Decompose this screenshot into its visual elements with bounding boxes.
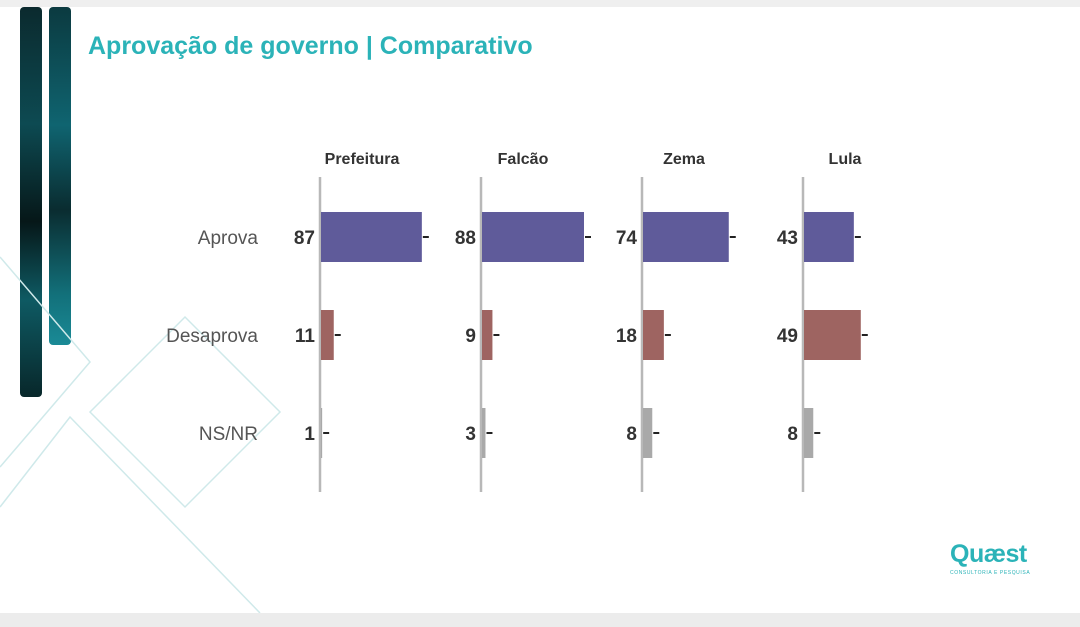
data-label: 87 (294, 228, 315, 249)
bar (804, 310, 861, 360)
brand-tagline: CONSULTORIA E PESQUISA (950, 570, 1031, 576)
data-label: 49 (777, 326, 798, 347)
quaest-logo: Quæst CONSULTORIA E PESQUISA (950, 540, 1042, 580)
panel-title: Zema (663, 151, 705, 168)
bar (321, 408, 323, 458)
slide (0, 7, 1080, 613)
data-label: 3 (465, 424, 476, 445)
decorative-diamond-lines (0, 256, 282, 613)
decorative-bar-teal (49, 7, 71, 345)
data-label: 1 (304, 424, 315, 445)
category-label: NS/NR (199, 424, 258, 445)
category-label: Desaprova (166, 326, 258, 347)
bar (482, 212, 584, 262)
brand-name: Quæst (950, 540, 1027, 568)
bar (321, 212, 422, 262)
data-label: 11 (295, 326, 316, 347)
page-title: Aprovação de governo | Comparativo (88, 32, 533, 60)
panel-title: Prefeitura (325, 151, 400, 168)
bar (482, 310, 493, 360)
bar (321, 310, 334, 360)
data-label: 8 (787, 424, 798, 445)
bar (643, 310, 664, 360)
panel-title: Falcão (498, 151, 549, 168)
data-label: 18 (616, 326, 637, 347)
bar (643, 212, 729, 262)
data-label: 8 (626, 424, 637, 445)
category-label: Aprova (198, 228, 259, 249)
bar (804, 212, 854, 262)
bar (482, 408, 486, 458)
bar (643, 408, 653, 458)
data-label: 74 (616, 228, 638, 249)
data-label: 88 (455, 228, 476, 249)
data-label: 9 (465, 326, 476, 347)
panel-title: Lula (829, 151, 862, 168)
data-label: 43 (777, 228, 798, 249)
bar (804, 408, 814, 458)
bottom-strip (0, 613, 1080, 627)
